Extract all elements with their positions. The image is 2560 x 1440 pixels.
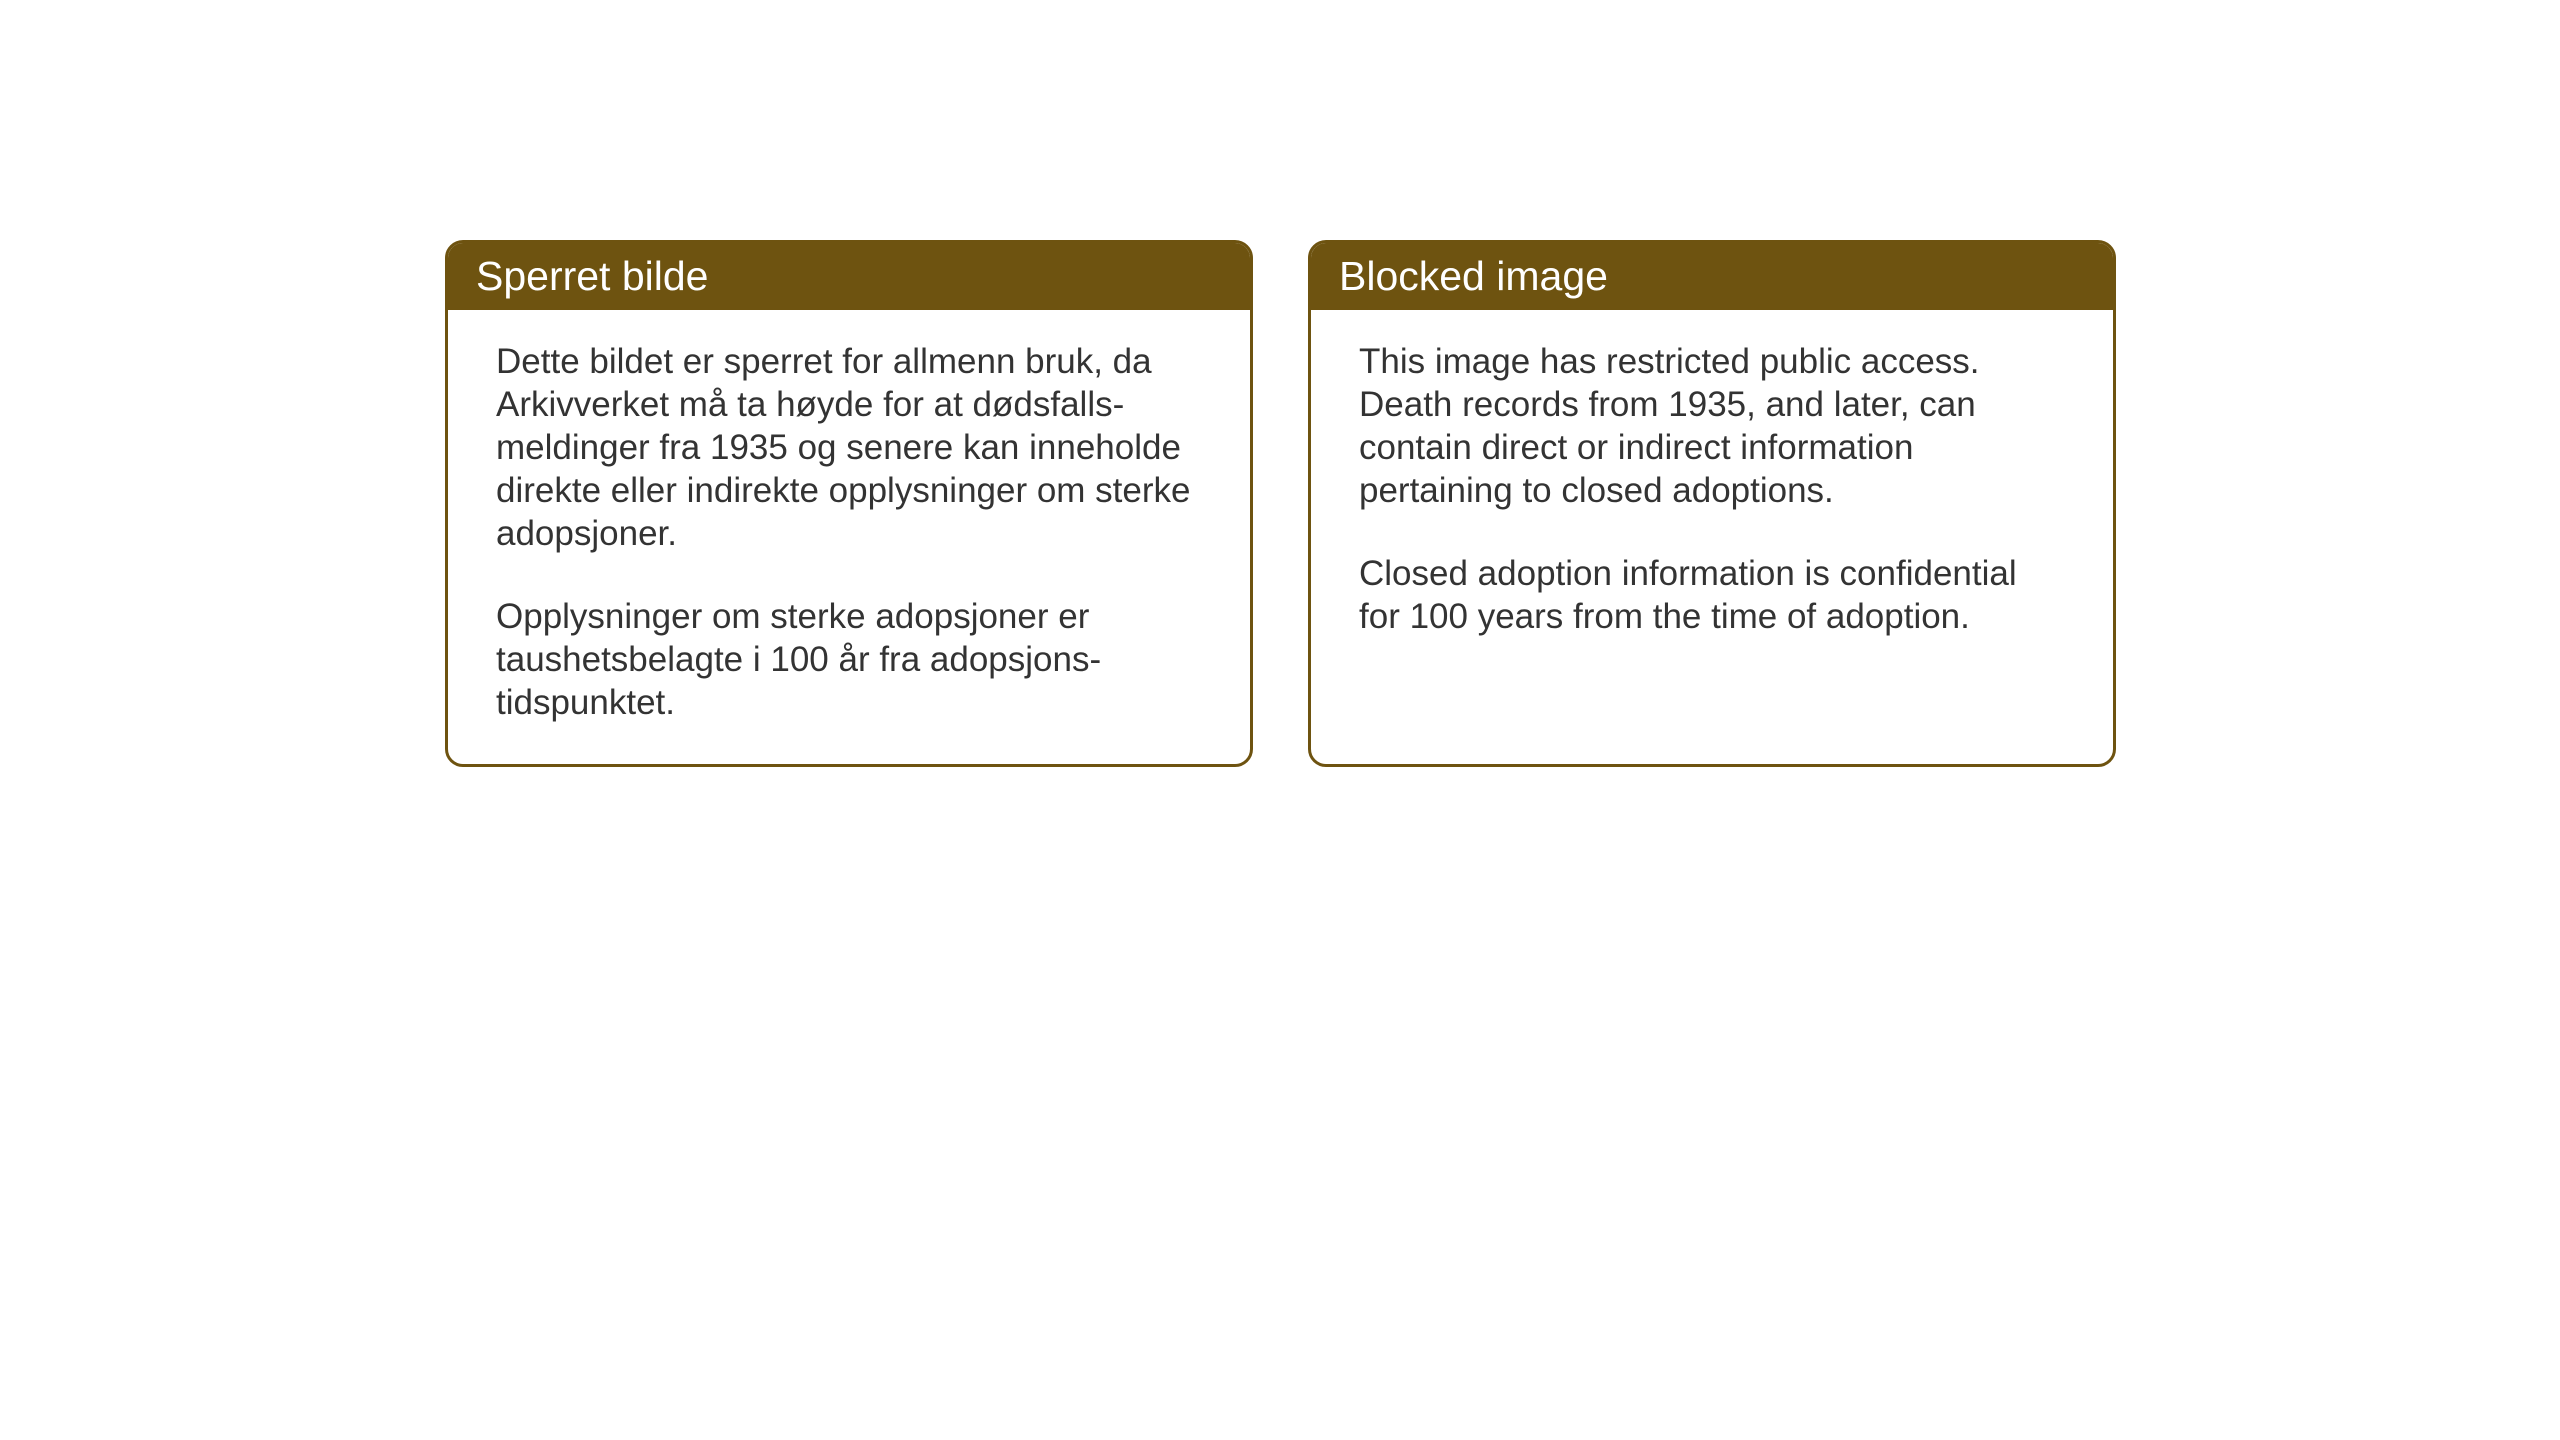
notice-title-english: Blocked image bbox=[1339, 253, 1608, 299]
notice-box-english: Blocked image This image has restricted … bbox=[1308, 240, 2116, 767]
notice-paragraph-2-norwegian: Opplysninger om sterke adopsjoner er tau… bbox=[496, 595, 1202, 724]
notice-title-norwegian: Sperret bilde bbox=[476, 253, 708, 299]
notice-paragraph-1-english: This image has restricted public access.… bbox=[1359, 340, 2065, 512]
notice-paragraph-2-english: Closed adoption information is confident… bbox=[1359, 552, 2065, 638]
notice-header-norwegian: Sperret bilde bbox=[448, 243, 1250, 310]
notice-paragraph-1-norwegian: Dette bildet er sperret for allmenn bruk… bbox=[496, 340, 1202, 555]
notice-body-english: This image has restricted public access.… bbox=[1311, 310, 2113, 678]
notices-container: Sperret bilde Dette bildet er sperret fo… bbox=[445, 240, 2116, 767]
notice-box-norwegian: Sperret bilde Dette bildet er sperret fo… bbox=[445, 240, 1253, 767]
notice-header-english: Blocked image bbox=[1311, 243, 2113, 310]
notice-body-norwegian: Dette bildet er sperret for allmenn bruk… bbox=[448, 310, 1250, 764]
